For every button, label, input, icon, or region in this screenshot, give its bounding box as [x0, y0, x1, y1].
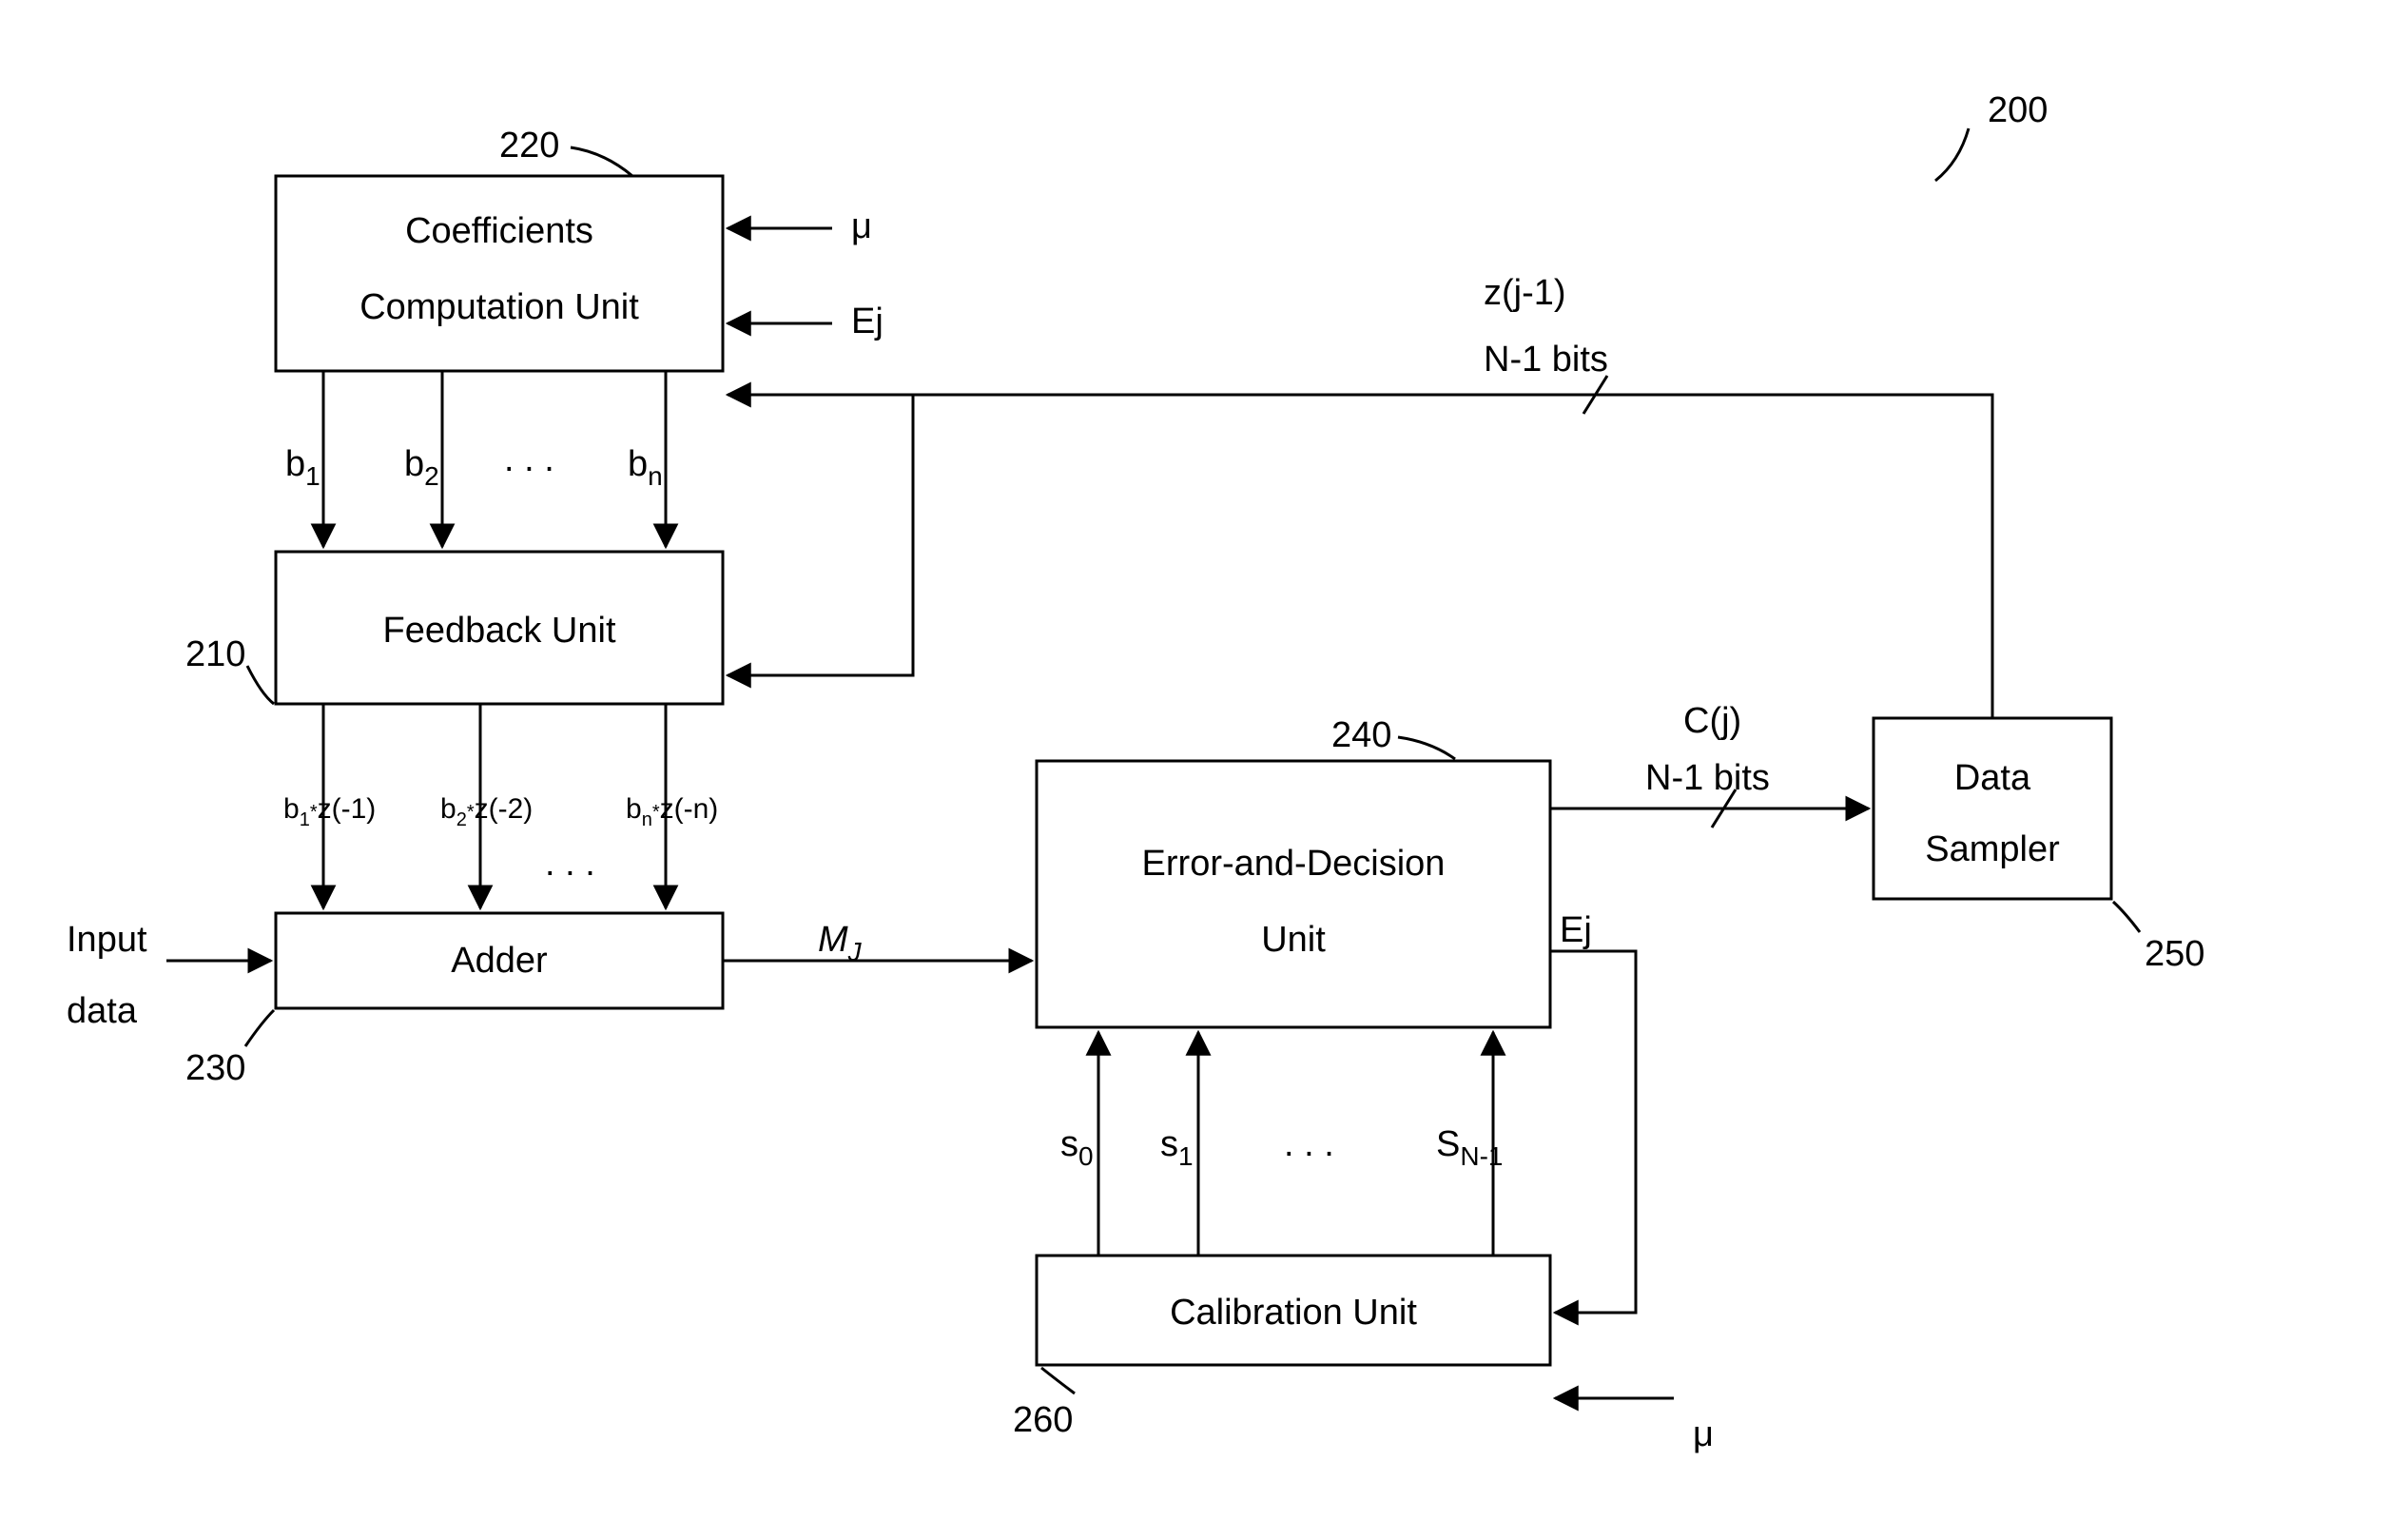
error-block — [1037, 761, 1550, 1027]
ref-200-leader — [1935, 128, 1969, 181]
input-data-label-2: data — [67, 991, 138, 1031]
coeff-label-2: Computation Unit — [359, 287, 639, 327]
ej-out-label: Ej — [1560, 910, 1592, 950]
calib-ellipsis: . . . — [1284, 1124, 1334, 1164]
zj-label: z(j-1) — [1484, 273, 1566, 313]
calib-label: Calibration Unit — [1170, 1293, 1417, 1333]
sampler-label-1: Data — [1954, 758, 2031, 798]
s1-label: s1 — [1160, 1124, 1194, 1171]
fbn-label: bn*z(-n) — [626, 793, 718, 830]
mu-to-coeff-label: μ — [851, 206, 872, 246]
ref-230-leader — [245, 1010, 274, 1046]
ref-240: 240 — [1331, 715, 1391, 755]
ref-210: 210 — [185, 634, 245, 674]
zj-bits-label: N-1 bits — [1484, 340, 1608, 380]
ref-230: 230 — [185, 1048, 245, 1088]
feedback-label: Feedback Unit — [382, 611, 615, 651]
b2-label: b2 — [404, 444, 439, 491]
zj-to-feedback-wire — [728, 395, 913, 675]
mj-label: MJ — [818, 920, 863, 966]
s0-label: s0 — [1060, 1124, 1094, 1171]
ref-240-leader — [1398, 737, 1455, 759]
ref-220-leader — [571, 147, 632, 176]
ref-200: 200 — [1988, 90, 2048, 130]
fb-ellipsis: . . . — [545, 844, 595, 884]
cj-label: C(j) — [1683, 701, 1741, 741]
mu-to-calib-label: μ — [1693, 1414, 1714, 1454]
fb2-label: b2*z(-2) — [440, 793, 533, 830]
input-data-label-1: Input — [67, 920, 147, 960]
ref-220: 220 — [499, 126, 559, 166]
sampler-block — [1874, 718, 2111, 899]
cj-bits-label: N-1 bits — [1645, 758, 1770, 798]
ref-210-leader — [247, 666, 274, 704]
error-label-2: Unit — [1261, 920, 1326, 960]
coeff-label-1: Coefficients — [405, 211, 593, 251]
ref-250: 250 — [2145, 934, 2204, 974]
bn-label: bn — [628, 444, 663, 491]
fb1-label: b1*z(-1) — [283, 793, 376, 830]
ref-260-leader — [1041, 1368, 1075, 1393]
b1-label: b1 — [285, 444, 320, 491]
ej-out-wire — [1550, 951, 1636, 1313]
coeff-block — [276, 176, 723, 371]
sampler-label-2: Sampler — [1925, 829, 2060, 869]
zj-wire — [728, 395, 1992, 718]
block-diagram: Coefficients Computation Unit Feedback U… — [0, 0, 2408, 1539]
ej-to-coeff-label: Ej — [851, 302, 884, 341]
coeff-ellipsis: . . . — [504, 439, 554, 479]
ref-260: 260 — [1013, 1400, 1073, 1440]
adder-label: Adder — [451, 941, 548, 981]
error-label-1: Error-and-Decision — [1142, 844, 1446, 884]
ref-250-leader — [2113, 902, 2140, 932]
